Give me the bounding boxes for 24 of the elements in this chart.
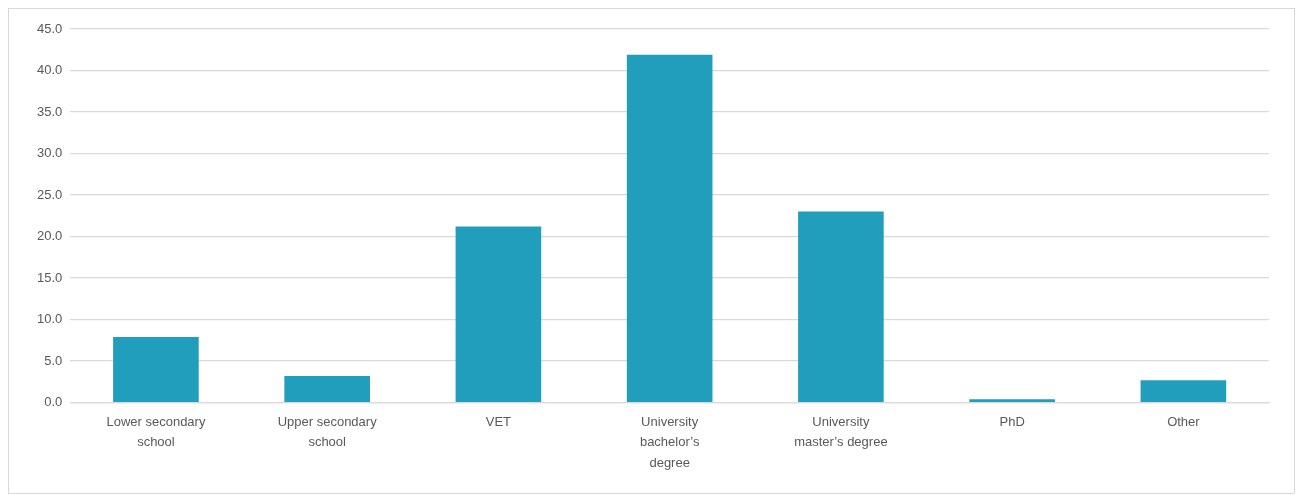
bar — [969, 399, 1055, 402]
x-tick-label: University bachelor’s degree — [639, 414, 700, 470]
bar — [455, 226, 542, 402]
x-tick-label: University master’s degree — [794, 414, 888, 450]
bar — [1140, 380, 1227, 402]
y-tick-label: 0.0 — [44, 394, 63, 410]
y-tick-label: 5.0 — [44, 352, 63, 368]
x-tick-label: Other — [1167, 414, 1201, 430]
y-tick-label: 35.0 — [36, 103, 63, 119]
y-tick-label: 15.0 — [36, 269, 63, 285]
x-tick-label: PhD — [999, 414, 1025, 430]
bar — [284, 375, 370, 402]
bar — [626, 54, 713, 402]
y-tick-label: 30.0 — [36, 145, 63, 161]
y-tick-label: 10.0 — [36, 311, 63, 327]
bar — [113, 336, 199, 402]
y-tick-label: 40.0 — [36, 62, 63, 78]
x-tick-label: VET — [485, 414, 512, 430]
y-tick-label: 45.0 — [36, 20, 63, 36]
y-tick-label: 25.0 — [36, 186, 63, 202]
y-tick-label: 20.0 — [36, 228, 63, 244]
x-tick-label: Lower secondary school — [106, 414, 206, 450]
x-tick-label: Upper secondary school — [277, 414, 378, 450]
bar — [798, 211, 884, 402]
